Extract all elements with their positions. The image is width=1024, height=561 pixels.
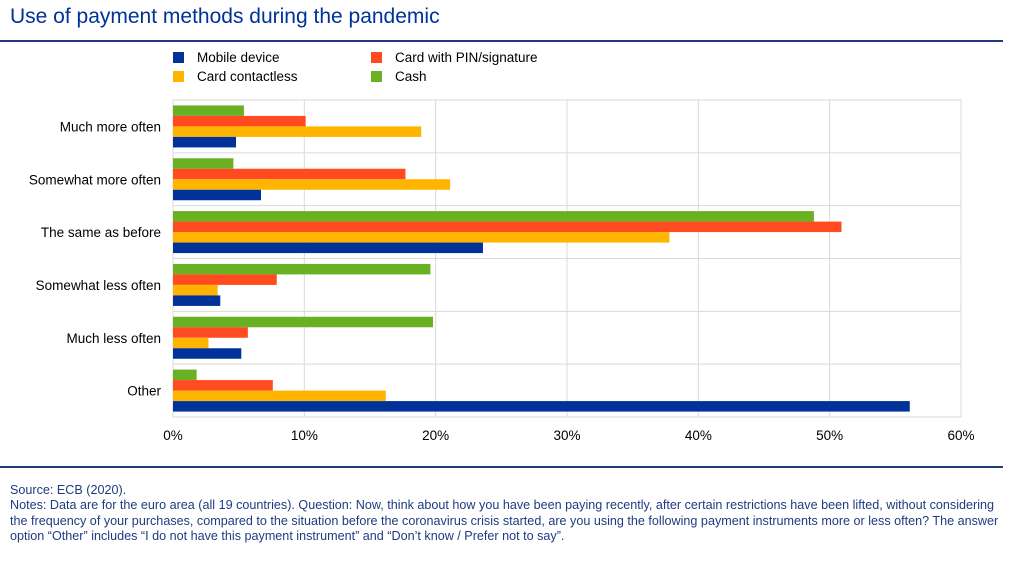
legend-swatch-cash [371, 71, 382, 82]
bar-cash-somewhat-more-often [173, 158, 234, 169]
title-rule [0, 40, 1003, 42]
bar-card-contactless-much-less-often [173, 337, 209, 349]
x-tick-label: 0% [163, 428, 183, 443]
bar-card-with-pin-signature-somewhat-more-often [173, 168, 406, 180]
bar-cash-much-more-often [173, 105, 244, 116]
bar-card-with-pin-signature-somewhat-less-often [173, 274, 277, 285]
legend-label-card-with-pin-signature: Card with PIN/signature [395, 50, 538, 65]
chart-footer: Source: ECB (2020). Notes: Data are for … [10, 483, 1005, 545]
bar-cash-somewhat-less-often [173, 263, 431, 275]
bar-cash-the-same-as-before [173, 211, 814, 222]
bar-card-with-pin-signature-much-more-often [173, 115, 306, 127]
bar-card-contactless-the-same-as-before [173, 232, 670, 243]
bar-card-with-pin-signature-much-less-often [173, 327, 248, 338]
category-label-somewhat-more-often: Somewhat more often [29, 172, 161, 187]
x-tick-label: 30% [553, 428, 580, 443]
bar-mobile-device-somewhat-less-often [173, 295, 221, 306]
bar-mobile-device-other [173, 401, 910, 412]
category-label-much-less-often: Much less often [66, 331, 161, 346]
legend-swatch-card-with-pin-signature [371, 52, 382, 63]
bar-card-contactless-somewhat-more-often [173, 179, 451, 190]
category-label-much-more-often: Much more often [60, 119, 161, 134]
bar-mobile-device-the-same-as-before [173, 242, 483, 254]
footer-rule [0, 466, 1003, 468]
legend-swatch-card-contactless [173, 71, 184, 82]
legend-label-mobile-device: Mobile device [197, 50, 280, 65]
x-tick-label: 10% [291, 428, 318, 443]
bar-card-with-pin-signature-the-same-as-before [173, 221, 842, 233]
bar-card-contactless-much-more-often [173, 126, 422, 137]
notes-text: Notes: Data are for the euro area (all 1… [10, 498, 999, 544]
bar-mobile-device-much-less-often [173, 348, 242, 359]
bar-mobile-device-somewhat-more-often [173, 189, 261, 201]
bar-mobile-device-much-more-often [173, 136, 237, 148]
bar-card-contactless-somewhat-less-often [173, 284, 218, 296]
x-tick-label: 40% [685, 428, 712, 443]
bar-cash-much-less-often [173, 316, 434, 328]
legend-swatch-mobile-device [173, 52, 184, 63]
source-text: Source: ECB (2020). [10, 483, 127, 497]
category-label-the-same-as-before: The same as before [41, 225, 161, 240]
legend-label-card-contactless: Card contactless [197, 69, 298, 84]
x-tick-label: 20% [422, 428, 449, 443]
category-label-somewhat-less-often: Somewhat less often [36, 278, 161, 293]
bar-chart: 0% 10% 20% 30% 40% 50% 60% Much more often Somew… [29, 50, 975, 443]
bar-card-contactless-other [173, 390, 386, 402]
legend-label-cash: Cash [395, 69, 427, 84]
bar-card-with-pin-signature-other [173, 380, 273, 391]
category-label-other: Other [127, 384, 161, 399]
chart-title: Use of payment methods during the pandem… [10, 5, 440, 28]
x-tick-label: 60% [947, 428, 974, 443]
x-tick-label: 50% [816, 428, 843, 443]
bar-cash-other [173, 369, 197, 381]
